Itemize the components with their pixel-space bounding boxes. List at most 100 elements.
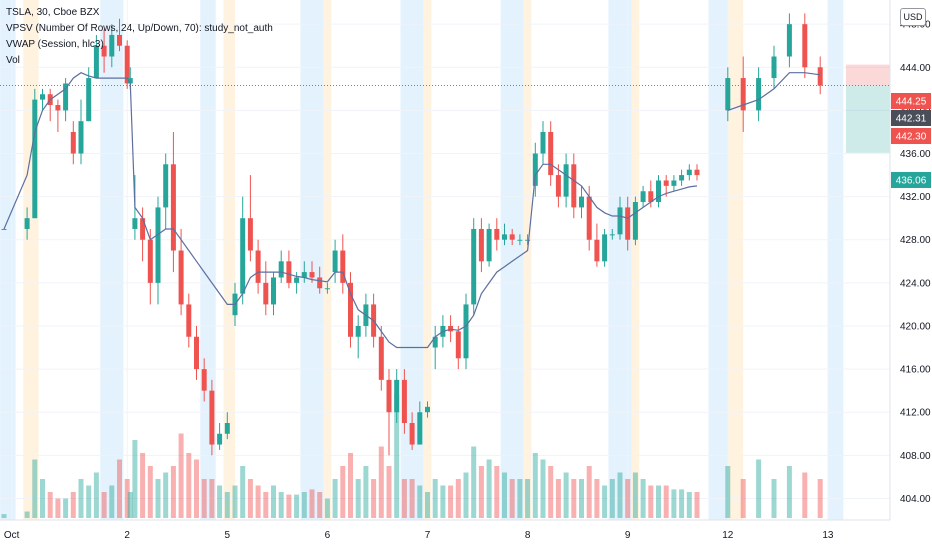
volume-bar-27 [217, 485, 223, 518]
volume-bar-32 [255, 485, 261, 518]
volume-bar-62 [486, 459, 492, 518]
volume-bar-92 [756, 459, 762, 518]
volume-bar-90 [725, 466, 731, 518]
study-vwap-label[interactable]: VWAP (Session, hlc3) [6, 39, 104, 50]
volume-bar-93 [771, 479, 777, 518]
candle-89 [694, 164, 700, 181]
candle-88 [686, 164, 692, 181]
volume-bar-11 [101, 492, 107, 518]
position-zone [846, 64, 890, 153]
volume-bar-46 [363, 466, 369, 518]
volume-bar-91 [740, 479, 746, 518]
candle-87 [679, 169, 685, 186]
volume-bar-94 [786, 466, 792, 518]
volume-bar-96 [817, 479, 823, 518]
currency-button[interactable]: USD [900, 8, 926, 26]
candle-80 [625, 196, 631, 251]
candle-86 [671, 175, 677, 192]
volume-bar-45 [355, 479, 361, 518]
candle-63 [494, 218, 500, 251]
volume-bar-23 [186, 453, 192, 518]
time-axis[interactable]: Oct 2 5 6 7 8 9 12 13 [0, 519, 890, 541]
volume-bar-3 [40, 479, 45, 518]
volume-bar-52 [409, 479, 415, 518]
candle-95 [802, 13, 808, 79]
x-tick-5: 8 [525, 530, 531, 541]
candle-13 [117, 18, 122, 52]
volume-bar-47 [371, 479, 377, 518]
x-tick-7: 12 [722, 530, 734, 541]
candle-32 [255, 239, 261, 294]
candle-35 [278, 250, 284, 283]
svg-text:442.31: 442.31 [896, 114, 927, 125]
volume-bar-70 [548, 466, 554, 518]
volume-bar-10 [93, 472, 99, 518]
volume-bar-21 [170, 466, 176, 518]
target-zone [846, 85, 890, 153]
volume-bar-41 [324, 498, 330, 518]
volume-bar-19 [155, 479, 161, 518]
study-vpsv-label[interactable]: VPSV (Number Of Rows, 24, Up/Down, 70): … [6, 23, 273, 34]
volume-bar-39 [309, 489, 315, 518]
candle-71 [555, 164, 561, 208]
candle-34 [271, 272, 276, 316]
volume-bar-81 [632, 472, 638, 518]
candle-36 [286, 250, 292, 289]
volume-bar-84 [656, 485, 661, 518]
y-tick-1: 408.00 [900, 451, 931, 462]
svg-text:436.06: 436.06 [896, 176, 927, 187]
volume-bar-36 [286, 494, 292, 518]
candle-81 [632, 196, 638, 246]
x-tick-1: 2 [124, 530, 130, 541]
candle-64 [502, 223, 507, 246]
session-band-15 [827, 0, 844, 520]
x-tick-2: 5 [225, 530, 231, 541]
volume-bar-30 [240, 466, 246, 518]
volume-bar-24 [194, 459, 199, 518]
y-tick-6: 428.00 [900, 235, 931, 246]
study-vol-label[interactable]: Vol [6, 55, 20, 66]
x-tick-0: Oct [4, 530, 20, 541]
volume-bar-55 [432, 479, 438, 518]
volume-bar-31 [247, 479, 253, 518]
volume-bar-73 [571, 479, 577, 518]
x-tick-3: 6 [325, 530, 331, 541]
volume-bar-67 [525, 479, 531, 518]
volume-bar-28 [224, 492, 230, 518]
volume-bar-80 [625, 479, 631, 518]
volume-bar-6 [63, 498, 69, 518]
session-band-13 [708, 0, 728, 520]
x-tick-8: 13 [822, 530, 834, 541]
volume-bar-77 [602, 485, 608, 518]
candle-93 [771, 45, 777, 89]
vwap-line [3, 72, 821, 349]
candle-2 [32, 88, 38, 219]
candle-10 [93, 34, 99, 79]
candle-33 [263, 261, 269, 316]
volume-bar-56 [440, 485, 446, 518]
price-label-1: 442.31 [891, 110, 931, 126]
volume-bar-2 [32, 459, 38, 518]
price-label-2: 442.30 [891, 128, 931, 144]
volume-bar-38 [301, 492, 307, 518]
volume-bar-51 [401, 479, 407, 518]
candle-14 [124, 40, 130, 89]
candle-0 [1, 228, 7, 230]
candle-65 [509, 228, 515, 246]
volume-bar-48 [378, 446, 384, 518]
volume-bar-64 [502, 472, 507, 518]
candle-7 [70, 121, 76, 165]
volume-bar-5 [55, 498, 61, 518]
volume-bar-9 [86, 485, 92, 518]
price-axis[interactable]: 404.00 408.00 412.00 416.00 420.00 424.00 428.… [889, 0, 931, 520]
candle-79 [617, 196, 623, 240]
volume-bar-83 [648, 485, 654, 518]
volume-bar-40 [317, 492, 323, 518]
symbol-title[interactable]: TSLA, 30, Cboe BZX [6, 7, 100, 18]
candle-70 [548, 121, 554, 186]
volume-bar-57 [448, 485, 454, 518]
y-tick-2: 412.00 [900, 408, 931, 419]
candle-78 [609, 228, 615, 240]
